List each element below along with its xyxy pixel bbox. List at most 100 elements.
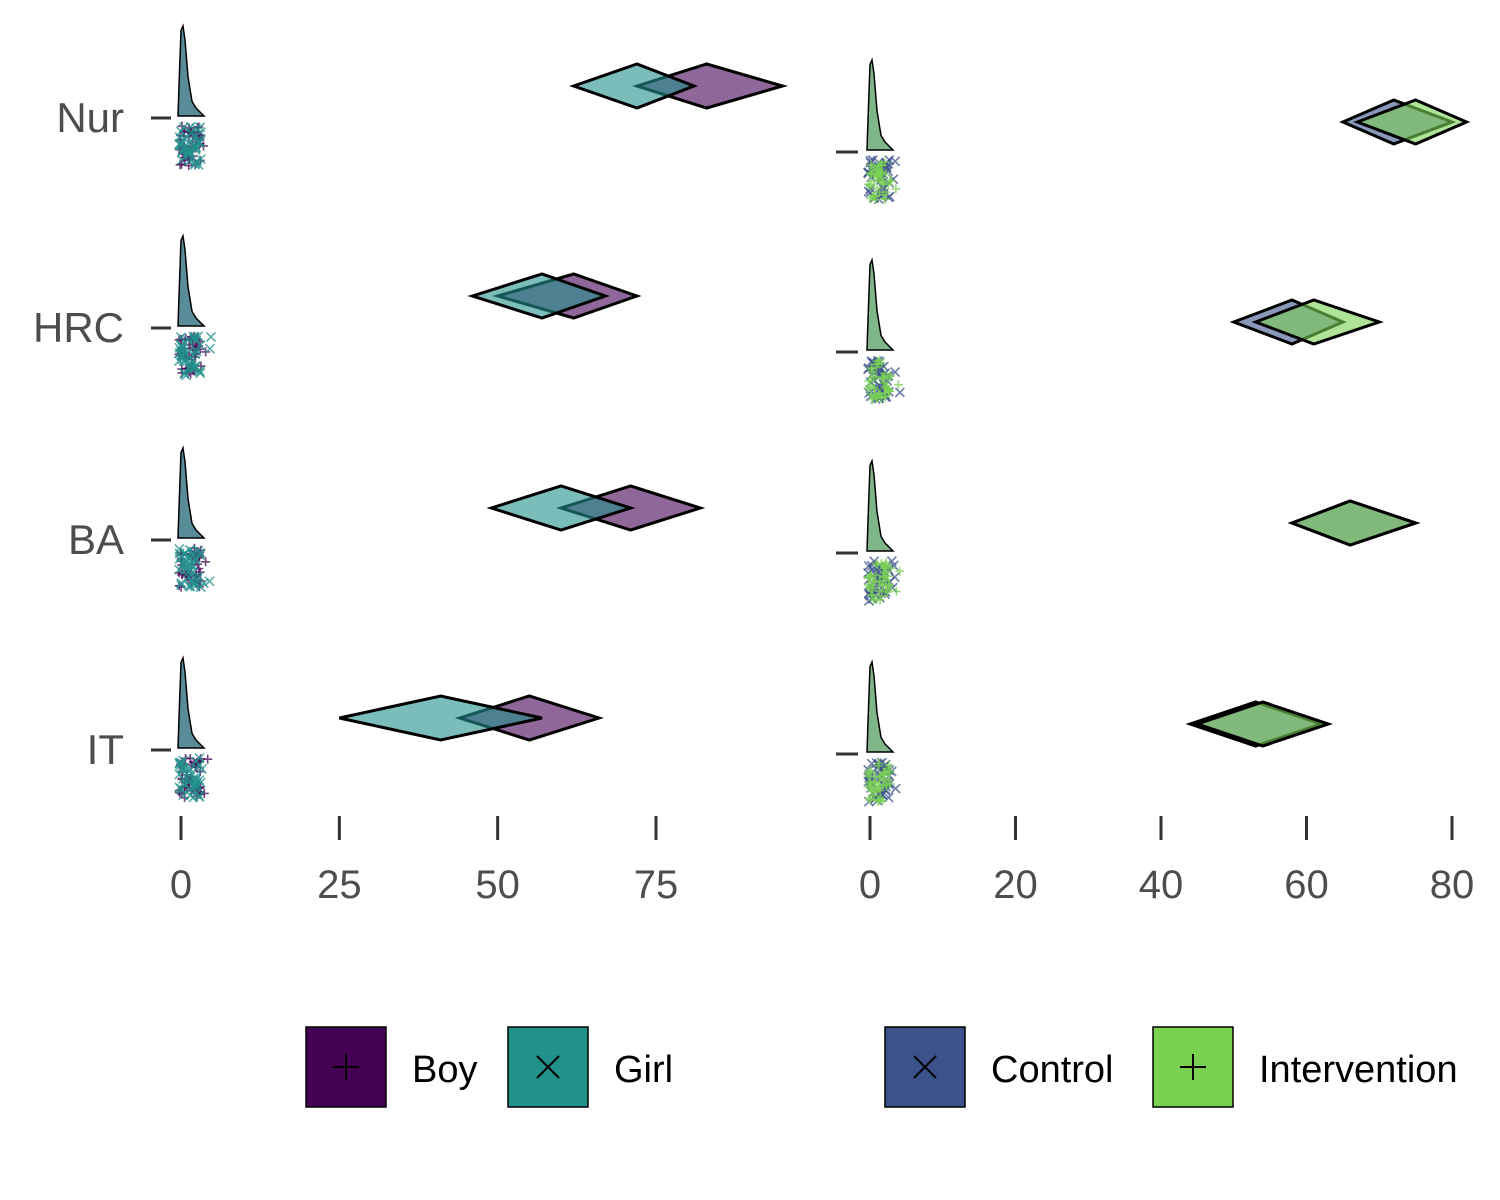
rain-point-intervention	[865, 780, 875, 790]
rain-point-intervention	[873, 795, 883, 805]
rain-point-intervention	[878, 374, 888, 384]
legend-label: Boy	[412, 1049, 477, 1091]
rain-point-intervention	[866, 375, 876, 385]
density-cloud	[177, 233, 206, 327]
rain-point-intervention	[879, 571, 889, 581]
rain-point-intervention	[877, 358, 887, 368]
interval-diamond-girl	[569, 62, 699, 110]
row-hrc: HRC	[33, 233, 642, 381]
rain-point-intervention	[885, 386, 895, 396]
rain-point-girl	[179, 562, 190, 573]
rain-point-intervention	[866, 160, 876, 170]
rain-point-intervention	[874, 586, 884, 596]
category-label: Nur	[56, 94, 124, 141]
x-tick-label: 50	[475, 863, 520, 907]
rain-point-control	[894, 387, 905, 398]
rain-point-girl	[189, 363, 200, 374]
rain-points	[174, 121, 208, 171]
rain-point-girl	[194, 792, 205, 803]
row-ba	[836, 458, 1421, 606]
rain-point-girl	[184, 346, 195, 357]
x-tick-label: 60	[1284, 863, 1329, 907]
rain-point-intervention	[877, 591, 887, 601]
rain-point-girl	[194, 775, 205, 786]
rain-points	[863, 355, 905, 405]
rain-point-intervention	[893, 380, 903, 390]
row-it: IT	[87, 655, 604, 803]
rain-point-girl	[179, 336, 190, 348]
rain-points	[863, 556, 905, 606]
x-tick-label: 0	[170, 863, 192, 907]
rain-point-intervention	[877, 160, 887, 170]
rain-point-girl	[183, 567, 194, 578]
rain-point-intervention	[875, 773, 885, 783]
rain-point-girl	[174, 564, 185, 575]
rain-point-girl	[177, 342, 188, 353]
row-nur: Nur	[56, 23, 789, 171]
rain-point-girl	[204, 576, 215, 587]
density-cloud	[866, 458, 895, 552]
rain-point-girl	[174, 782, 185, 793]
rain-point-intervention	[866, 179, 876, 189]
interval-diamond-girl	[486, 484, 636, 532]
rain-point-intervention	[869, 384, 879, 394]
rain-point-intervention	[867, 168, 877, 178]
rain-point-control	[890, 783, 901, 794]
rain-point-intervention	[878, 190, 888, 200]
rain-point-intervention	[895, 566, 905, 576]
rain-point-intervention	[866, 584, 876, 594]
rain-point-girl	[191, 756, 202, 767]
rain-point-intervention	[869, 791, 879, 801]
rain-points	[174, 543, 215, 593]
density-cloud	[177, 23, 206, 117]
rain-point-intervention	[879, 767, 889, 777]
rain-point-intervention	[873, 761, 883, 771]
rain-points	[174, 331, 217, 381]
rain-point-girl	[190, 143, 201, 154]
rain-point-girl	[194, 137, 205, 148]
rain-point-control	[867, 154, 878, 166]
x-axis: 0 25 50 75	[170, 816, 678, 907]
rain-point-intervention	[864, 794, 874, 804]
rain-point-intervention	[863, 573, 873, 583]
rain-point-girl	[177, 350, 188, 361]
rain-point-intervention	[882, 587, 892, 597]
x-axis: 0 20 40 60 80	[859, 816, 1474, 907]
density-cloud	[866, 57, 895, 151]
legend-group: Control Intervention	[884, 1026, 1458, 1108]
rain-point-girl	[190, 348, 201, 360]
rain-point-intervention	[882, 781, 892, 791]
x-tick-label: 25	[317, 863, 362, 907]
rain-point-intervention	[881, 566, 891, 576]
legend-symbol	[333, 1054, 359, 1080]
rain-point-intervention	[883, 775, 893, 785]
rain-point-intervention	[864, 381, 874, 391]
rain-point-control	[881, 158, 892, 169]
rain-point-girl	[175, 126, 186, 137]
legend-label: Intervention	[1259, 1049, 1458, 1091]
rain-point-girl	[176, 577, 187, 588]
left-panel: 0 25 50 75 Nur HRC BA IT	[33, 23, 789, 907]
rain-point-girl	[193, 545, 204, 556]
rain-point-intervention	[874, 781, 884, 791]
legend-label: Girl	[614, 1049, 673, 1091]
rain-point-control	[890, 156, 901, 167]
rain-point-intervention	[876, 393, 886, 403]
row-nur	[836, 57, 1471, 205]
rain-point-girl	[175, 332, 187, 343]
legend-item-boy: Boy	[305, 1026, 477, 1108]
rain-point-girl	[195, 122, 206, 133]
rain-point-girl	[178, 763, 189, 774]
rain-point-girl	[176, 579, 187, 591]
legend-label: Control	[991, 1049, 1114, 1091]
rain-point-girl	[191, 123, 202, 134]
rain-point-girl	[180, 133, 191, 144]
legend-item-intervention: Intervention	[1152, 1026, 1458, 1108]
rain-point-intervention	[865, 795, 875, 805]
rain-point-intervention	[867, 367, 877, 377]
rain-point-intervention	[868, 192, 878, 202]
rain-point-intervention	[873, 170, 883, 180]
legend-symbol	[536, 1055, 560, 1079]
rain-point-girl	[198, 578, 209, 589]
